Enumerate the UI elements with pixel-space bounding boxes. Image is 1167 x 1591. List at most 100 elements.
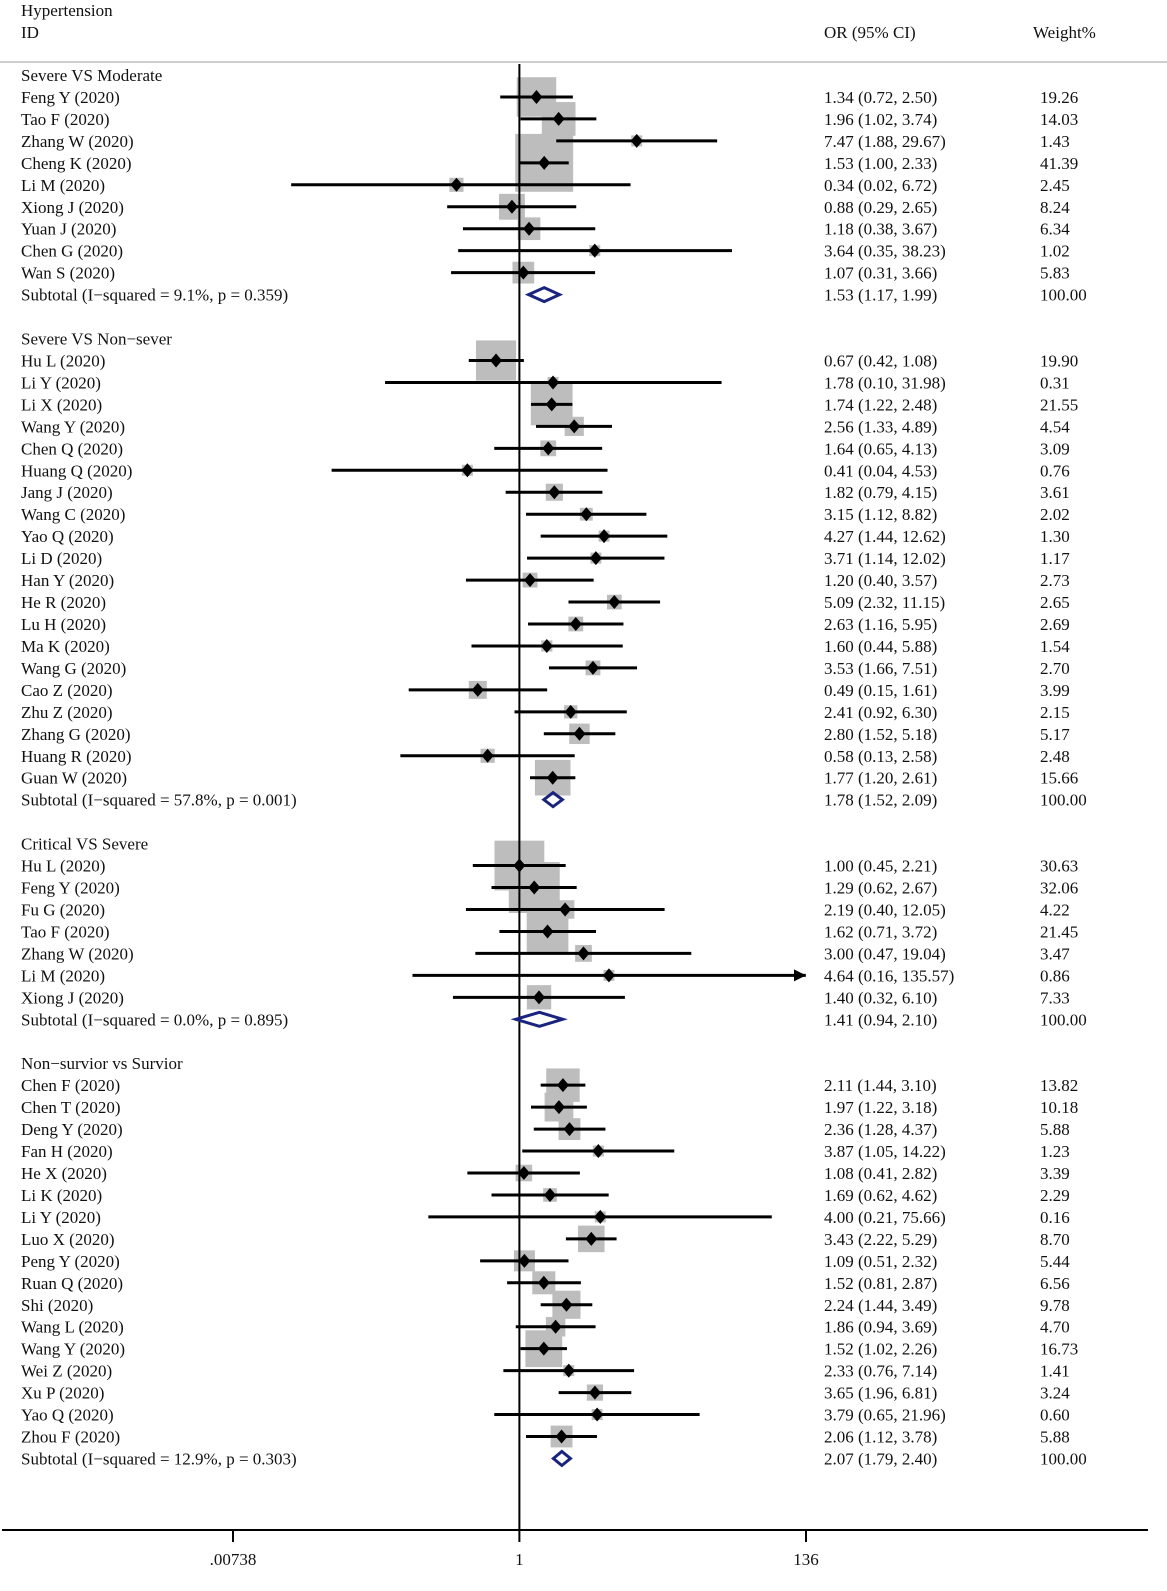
study-or-ci: 5.09 (2.32, 11.15): [824, 593, 945, 612]
subtotal-or-ci: 1.78 (1.52, 2.09): [824, 791, 937, 810]
study-label: Hu L (2020): [21, 351, 105, 370]
study-weight: 2.69: [1040, 615, 1070, 634]
study-weight: 1.43: [1040, 132, 1070, 151]
study-point-estimate: [580, 507, 593, 522]
study-label: Zhang W (2020): [21, 944, 134, 963]
study-point-estimate: [549, 1319, 562, 1334]
study-point-estimate: [524, 573, 537, 588]
study-or-ci: 1.69 (0.62, 4.62): [824, 1186, 937, 1205]
study-label: Wei Z (2020): [21, 1362, 112, 1381]
study-or-ci: 2.41 (0.92, 6.30): [824, 703, 937, 722]
study-or-ci: 1.52 (0.81, 2.87): [824, 1274, 937, 1293]
x-tick-label: 1: [515, 1550, 524, 1569]
study-or-ci: 1.82 (0.79, 4.15): [824, 483, 937, 502]
study-label: Li K (2020): [21, 1186, 102, 1205]
study-weight: 5.83: [1040, 264, 1070, 283]
study-label: Xiong J (2020): [21, 988, 124, 1007]
group-label: Non−survior vs Survior: [21, 1054, 183, 1073]
subtotal-or-ci: 1.41 (0.94, 2.10): [824, 1010, 937, 1029]
group-label: Severe VS Non−sever: [21, 330, 172, 349]
study-point-estimate: [602, 968, 615, 983]
subtotal-diamond: [524, 285, 564, 304]
study-weight: 21.45: [1040, 922, 1078, 941]
study-point-estimate: [588, 1385, 601, 1400]
study-or-ci: 2.06 (1.12, 3.78): [824, 1428, 937, 1447]
study-or-ci: 4.27 (1.44, 12.62): [824, 527, 946, 546]
study-or-ci: 1.52 (1.02, 2.26): [824, 1340, 937, 1359]
study-point-estimate: [542, 441, 555, 456]
subtotal-diamond: [541, 790, 565, 809]
study-label: Hu L (2020): [21, 857, 105, 876]
study-label: Guan W (2020): [21, 769, 127, 788]
study-or-ci: 1.74 (1.22, 2.48): [824, 395, 937, 414]
study-or-ci: 1.64 (0.65, 4.13): [824, 439, 937, 458]
study-weight: 6.56: [1040, 1274, 1070, 1293]
study-label: Lu H (2020): [21, 615, 106, 634]
study-label: Shi (2020): [21, 1296, 93, 1315]
study-weight: 5.88: [1040, 1428, 1070, 1447]
study-label: Yuan J (2020): [21, 220, 116, 239]
study-or-ci: 0.41 (0.04, 4.53): [824, 461, 937, 480]
study-label: Wang Y (2020): [21, 417, 125, 436]
study-label: Chen T (2020): [21, 1098, 120, 1117]
study-label: Han Y (2020): [21, 571, 114, 590]
study-or-ci: 2.63 (1.16, 5.95): [824, 615, 937, 634]
study-or-ci: 1.34 (0.72, 2.50): [824, 88, 937, 107]
study-weight: 2.73: [1040, 571, 1070, 590]
study-or-ci: 1.29 (0.62, 2.67): [824, 879, 937, 898]
study-point-estimate: [559, 902, 572, 917]
chart-title: Hypertension: [21, 1, 113, 20]
study-point-estimate: [537, 1275, 550, 1290]
study-label: Zhu Z (2020): [21, 703, 113, 722]
study-label: Ma K (2020): [21, 637, 110, 656]
study-point-estimate: [517, 265, 530, 280]
study-point-estimate: [523, 221, 536, 236]
study-point-estimate: [556, 1078, 569, 1093]
study-label: Tao F (2020): [21, 922, 110, 941]
study-label: Ruan Q (2020): [21, 1274, 123, 1293]
study-or-ci: 1.86 (0.94, 3.69): [824, 1318, 937, 1337]
study-weight: 8.70: [1040, 1230, 1070, 1249]
study-point-estimate: [481, 748, 494, 763]
study-point-estimate: [588, 243, 601, 258]
study-weight: 2.70: [1040, 659, 1070, 678]
subtotal-label: Subtotal (I−squared = 57.8%, p = 0.001): [21, 791, 297, 810]
study-point-estimate: [528, 880, 541, 895]
column-header-id: ID: [21, 23, 39, 42]
subtotal-label: Subtotal (I−squared = 9.1%, p = 0.359): [21, 286, 288, 305]
study-weight: 30.63: [1040, 857, 1078, 876]
study-label: Feng Y (2020): [21, 88, 120, 107]
study-weight: 5.17: [1040, 725, 1070, 744]
study-point-estimate: [552, 111, 565, 126]
study-point-estimate: [546, 770, 559, 785]
study-or-ci: 1.07 (0.31, 3.66): [824, 264, 937, 283]
study-point-estimate: [560, 1297, 573, 1312]
study-label: Li M (2020): [21, 176, 105, 195]
study-or-ci: 0.88 (0.29, 2.65): [824, 198, 937, 217]
study-or-ci: 1.18 (0.38, 3.67): [824, 220, 937, 239]
subtotal-or-ci: 2.07 (1.79, 2.40): [824, 1449, 937, 1468]
study-or-ci: 2.11 (1.44, 3.10): [824, 1076, 937, 1095]
study-point-estimate: [530, 89, 543, 104]
study-label: Huang Q (2020): [21, 461, 132, 480]
study-point-estimate: [585, 1231, 598, 1246]
study-point-estimate: [545, 397, 558, 412]
study-weight: 13.82: [1040, 1076, 1078, 1095]
study-or-ci: 1.20 (0.40, 3.57): [824, 571, 937, 590]
subtotal-diamond: [551, 1449, 573, 1468]
study-or-ci: 3.65 (1.96, 6.81): [824, 1384, 937, 1403]
study-label: Chen Q (2020): [21, 439, 123, 458]
study-or-ci: 1.09 (0.51, 2.32): [824, 1252, 937, 1271]
study-label: Jang J (2020): [21, 483, 113, 502]
study-or-ci: 3.71 (1.14, 12.02): [824, 549, 946, 568]
study-point-estimate: [586, 660, 599, 675]
study-or-ci: 2.56 (1.33, 4.89): [824, 417, 937, 436]
study-point-estimate: [598, 529, 611, 544]
study-or-ci: 4.00 (0.21, 75.66): [824, 1208, 946, 1227]
study-weight: 0.60: [1040, 1406, 1070, 1425]
study-weight: 2.65: [1040, 593, 1070, 612]
study-weight: 0.16: [1040, 1208, 1070, 1227]
study-label: Li X (2020): [21, 395, 102, 414]
study-point-estimate: [471, 682, 484, 697]
study-weight: 2.45: [1040, 176, 1070, 195]
